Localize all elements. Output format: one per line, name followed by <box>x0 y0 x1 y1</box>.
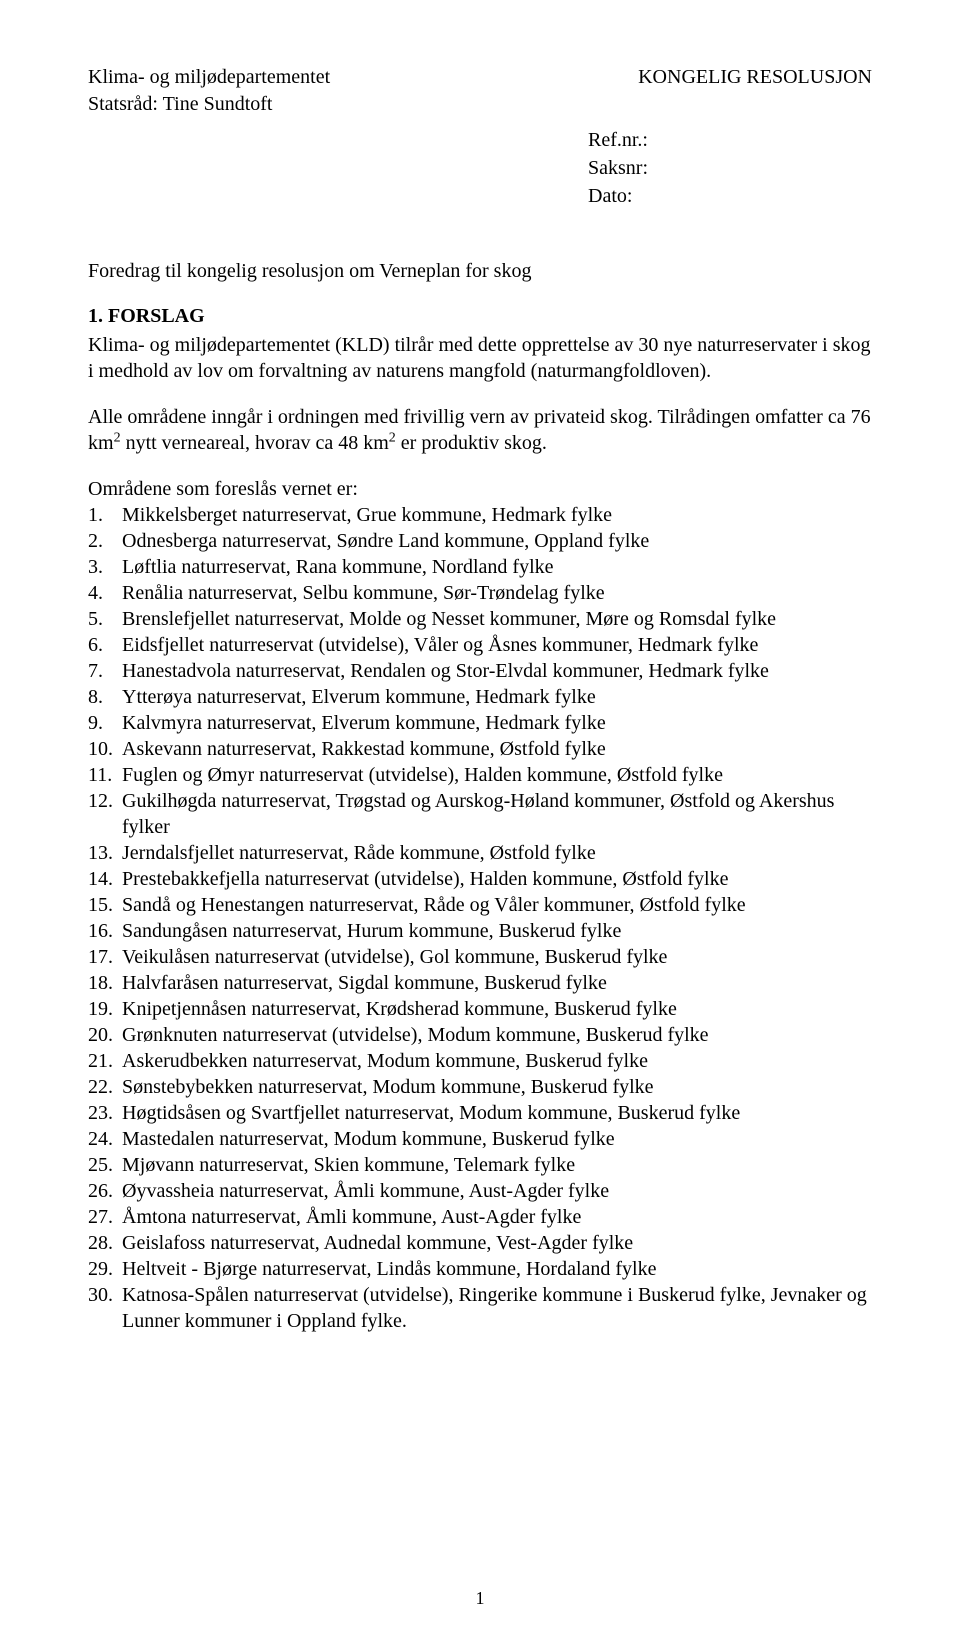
list-item: Løftlia naturreservat, Rana kommune, Nor… <box>88 554 872 580</box>
list-item: Mastedalen naturreservat, Modum kommune,… <box>88 1126 872 1152</box>
list-item: Sandå og Henestangen naturreservat, Råde… <box>88 892 872 918</box>
reserve-list: Mikkelsberget naturreservat, Grue kommun… <box>88 502 872 1334</box>
paragraph-2: Alle områdene inngår i ordningen med fri… <box>88 404 872 456</box>
document-title: Foredrag til kongelig resolusjon om Vern… <box>88 258 872 285</box>
list-item: Heltveit - Bjørge naturreservat, Lindås … <box>88 1256 872 1282</box>
header-left: Klima- og miljødepartementet Statsråd: T… <box>88 64 330 118</box>
list-item: Geislafoss naturreservat, Audnedal kommu… <box>88 1230 872 1256</box>
royal-resolution-label: KONGELIG RESOLUSJON <box>638 64 872 91</box>
paragraph-1: Klima- og miljødepartementet (KLD) tilrå… <box>88 332 872 384</box>
list-item: Åmtona naturreservat, Åmli kommune, Aust… <box>88 1204 872 1230</box>
list-item: Prestebakkefjella naturreservat (utvidel… <box>88 866 872 892</box>
list-item: Fuglen og Ømyr naturreservat (utvidelse)… <box>88 762 872 788</box>
list-item: Askevann naturreservat, Rakkestad kommun… <box>88 736 872 762</box>
superscript-2a: 2 <box>114 430 121 445</box>
list-item: Brenslefjellet naturreservat, Molde og N… <box>88 606 872 632</box>
list-item: Ytterøya naturreservat, Elverum kommune,… <box>88 684 872 710</box>
list-item: Eidsfjellet naturreservat (utvidelse), V… <box>88 632 872 658</box>
list-item: Mjøvann naturreservat, Skien kommune, Te… <box>88 1152 872 1178</box>
ref-nr-label: Ref.nr.: <box>588 126 872 154</box>
list-item: Hanestadvola naturreservat, Rendalen og … <box>88 658 872 684</box>
dato-label: Dato: <box>588 182 872 210</box>
saksnr-label: Saksnr: <box>588 154 872 182</box>
list-item: Veikulåsen naturreservat (utvidelse), Go… <box>88 944 872 970</box>
reference-block: Ref.nr.: Saksnr: Dato: <box>588 126 872 210</box>
header-right: KONGELIG RESOLUSJON <box>638 64 872 118</box>
list-item: Kalvmyra naturreservat, Elverum kommune,… <box>88 710 872 736</box>
list-item: Askerudbekken naturreservat, Modum kommu… <box>88 1048 872 1074</box>
list-item: Mikkelsberget naturreservat, Grue kommun… <box>88 502 872 528</box>
list-item: Jerndalsfjellet naturreservat, Råde komm… <box>88 840 872 866</box>
department-name: Klima- og miljødepartementet <box>88 64 330 91</box>
list-item: Grønknuten naturreservat (utvidelse), Mo… <box>88 1022 872 1048</box>
page-number: 1 <box>0 1588 960 1609</box>
list-item: Øyvassheia naturreservat, Åmli kommune, … <box>88 1178 872 1204</box>
para2-post: er produktiv skog. <box>396 432 547 454</box>
superscript-2b: 2 <box>389 430 396 445</box>
list-item: Sandungåsen naturreservat, Hurum kommune… <box>88 918 872 944</box>
list-item: Gukilhøgda naturreservat, Trøgstad og Au… <box>88 788 872 840</box>
section-heading: 1. FORSLAG <box>88 305 872 328</box>
list-item: Odnesberga naturreservat, Søndre Land ko… <box>88 528 872 554</box>
list-intro: Områdene som foreslås vernet er: <box>88 476 872 502</box>
list-item: Halvfaråsen naturreservat, Sigdal kommun… <box>88 970 872 996</box>
para2-mid: nytt verneareal, hvorav ca 48 km <box>121 432 389 454</box>
minister-name: Statsråd: Tine Sundtoft <box>88 91 330 118</box>
list-item: Knipetjennåsen naturreservat, Krødsherad… <box>88 996 872 1022</box>
document-page: Klima- og miljødepartementet Statsråd: T… <box>0 0 960 1629</box>
list-item: Høgtidsåsen og Svartfjellet naturreserva… <box>88 1100 872 1126</box>
list-item: Sønstebybekken naturreservat, Modum komm… <box>88 1074 872 1100</box>
list-item: Renålia naturreservat, Selbu kommune, Sø… <box>88 580 872 606</box>
header-row: Klima- og miljødepartementet Statsråd: T… <box>88 64 872 118</box>
list-item: Katnosa-Spålen naturreservat (utvidelse)… <box>88 1282 872 1334</box>
